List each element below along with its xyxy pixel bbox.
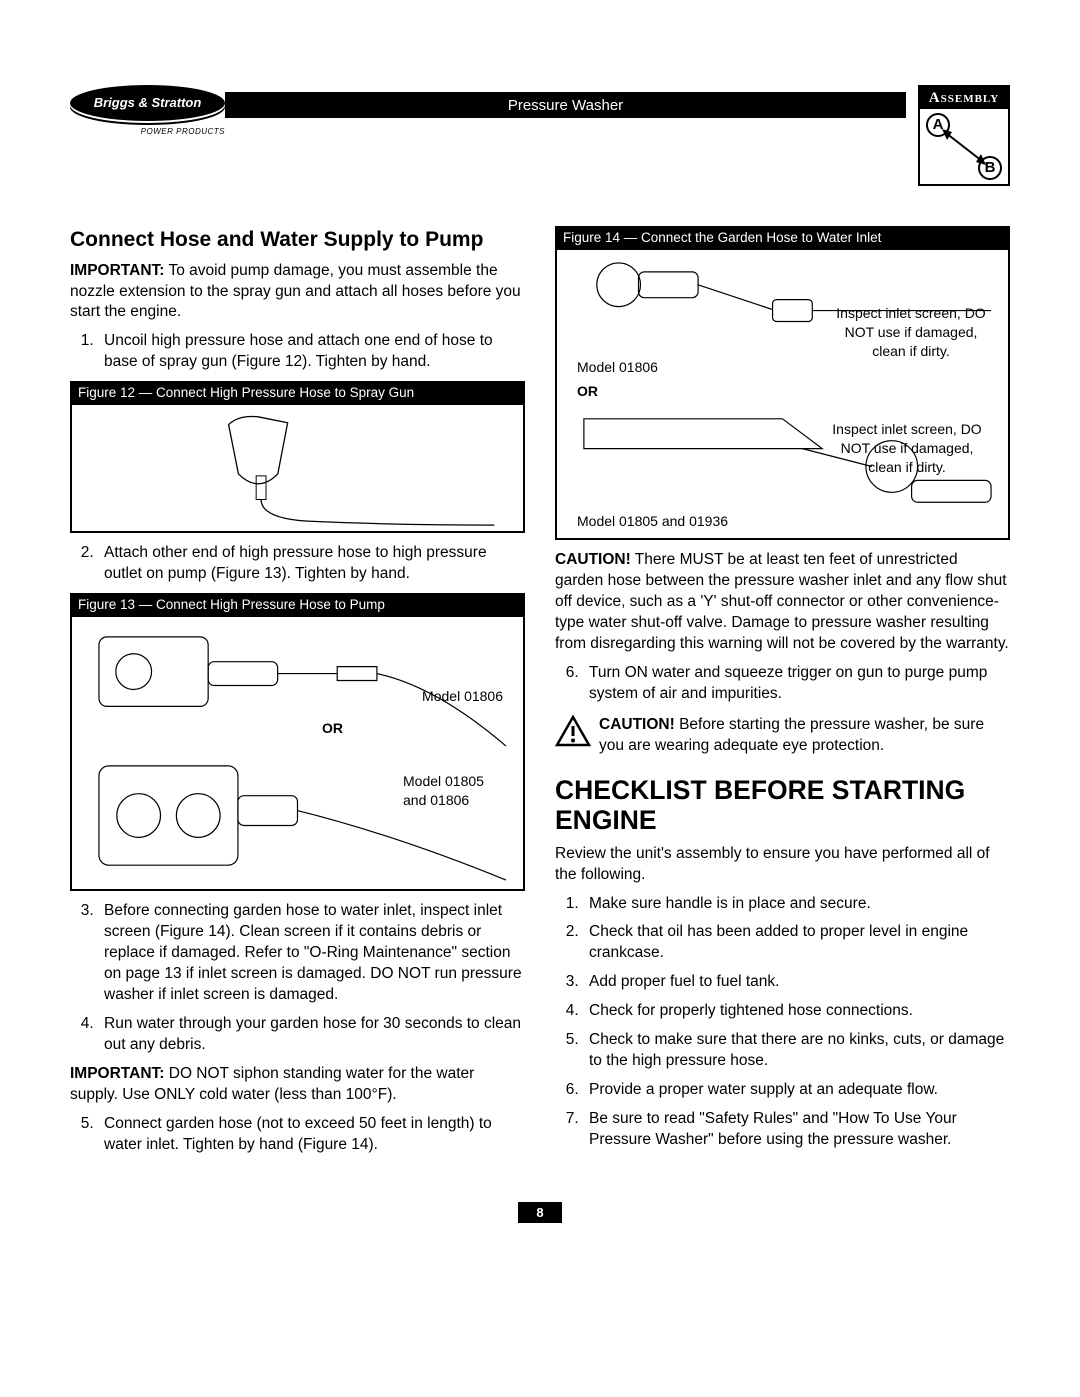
figure-14-label-1: Model 01806 [577, 358, 658, 377]
figure-13-label-2: Model 01805 and 01806 [403, 772, 503, 810]
checklist-title: CHECKLIST BEFORE STARTING ENGINE [555, 775, 1010, 836]
important-note-2: IMPORTANT: DO NOT siphon standing water … [70, 1064, 525, 1106]
figure-14-note-2: Inspect inlet screen, DO NOT use if dama… [822, 420, 992, 477]
assembly-badge-label: Assembly [920, 87, 1008, 109]
figure-14-or: OR [577, 382, 598, 401]
checklist-item-5: Check to make sure that there are no kin… [583, 1030, 1010, 1072]
assembly-badge: Assembly A B [918, 85, 1010, 186]
figure-12 [70, 405, 525, 533]
step-3: Before connecting garden hose to water i… [98, 901, 525, 1006]
steps-list-right-6: Turn ON water and squeeze trigger on gun… [555, 663, 1010, 705]
steps-list-left-5: Connect garden hose (not to exceed 50 fe… [70, 1114, 525, 1156]
figure-13: Model 01806 OR Model 01805 and 01806 [70, 617, 525, 891]
checklist-item-3: Add proper fuel to fuel tank. [583, 972, 1010, 993]
figure-14-caption: Figure 14 — Connect the Garden Hose to W… [555, 226, 1010, 250]
checklist-intro: Review the unit's assembly to ensure you… [555, 844, 1010, 886]
important-label-2: IMPORTANT: [70, 1065, 164, 1082]
steps-list-left-2: Attach other end of high pressure hose t… [70, 543, 525, 585]
page-header: Briggs & Stratton POWER PRODUCTS Pressur… [70, 85, 1010, 186]
caution-2-label: CAUTION! [599, 716, 675, 733]
checklist-item-4: Check for properly tightened hose connec… [583, 1001, 1010, 1022]
right-column: Figure 14 — Connect the Garden Hose to W… [555, 226, 1010, 1159]
steps-list-left: Uncoil high pressure hose and attach one… [70, 331, 525, 373]
header-title-bar: Pressure Washer [225, 92, 906, 118]
caution-1: CAUTION! There MUST be at least ten feet… [555, 550, 1010, 655]
step-6: Turn ON water and squeeze trigger on gun… [583, 663, 1010, 705]
section-title-connect-hose: Connect Hose and Water Supply to Pump [70, 226, 525, 254]
header-title: Pressure Washer [508, 97, 623, 114]
brand-logo-subtext: POWER PRODUCTS [70, 127, 225, 138]
figure-13-caption: Figure 13 — Connect High Pressure Hose t… [70, 593, 525, 617]
figure-13-lineart [72, 617, 523, 889]
checklist-item-6: Provide a proper water supply at an adeq… [583, 1080, 1010, 1101]
content-columns: Connect Hose and Water Supply to Pump IM… [70, 226, 1010, 1163]
brand-logo-text: Briggs & Stratton [94, 94, 202, 112]
figure-12-lineart [72, 405, 523, 531]
step-4: Run water through your garden hose for 3… [98, 1014, 525, 1056]
step-2: Attach other end of high pressure hose t… [98, 543, 525, 585]
left-column: Connect Hose and Water Supply to Pump IM… [70, 226, 525, 1163]
checklist-list: Make sure handle is in place and secure.… [555, 894, 1010, 1151]
checklist-item-7: Be sure to read "Safety Rules" and "How … [583, 1109, 1010, 1151]
figure-14-lineart [557, 250, 1008, 538]
assembly-badge-diagram: A B [920, 109, 1008, 184]
figure-14-note-1: Inspect inlet screen, DO NOT use if dama… [826, 304, 996, 361]
checklist-item-2: Check that oil has been added to proper … [583, 922, 1010, 964]
figure-14: Inspect inlet screen, DO NOT use if dama… [555, 250, 1010, 540]
figure-14-label-2: Model 01805 and 01936 [577, 512, 728, 531]
steps-list-left-3: Before connecting garden hose to water i… [70, 901, 525, 1055]
important-label: IMPORTANT: [70, 262, 164, 279]
caution-2-row: CAUTION! Before starting the pressure wa… [555, 715, 1010, 757]
step-5: Connect garden hose (not to exceed 50 fe… [98, 1114, 525, 1156]
step-1: Uncoil high pressure hose and attach one… [98, 331, 525, 373]
page-number: 8 [518, 1202, 561, 1224]
important-note-1: IMPORTANT: To avoid pump damage, you mus… [70, 261, 525, 324]
figure-13-or: OR [322, 719, 343, 738]
figure-13-label-1: Model 01806 [422, 687, 503, 706]
checklist-item-1: Make sure handle is in place and secure. [583, 894, 1010, 915]
caution-1-label: CAUTION! [555, 551, 631, 568]
assembly-arrow-icon [920, 109, 1008, 184]
page-footer: 8 [70, 1202, 1010, 1224]
warning-triangle-icon [555, 715, 591, 747]
caution-2: CAUTION! Before starting the pressure wa… [599, 715, 1010, 757]
brand-logo: Briggs & Stratton POWER PRODUCTS [70, 85, 225, 130]
brand-logo-oval: Briggs & Stratton [70, 85, 225, 121]
figure-12-caption: Figure 12 — Connect High Pressure Hose t… [70, 381, 525, 405]
